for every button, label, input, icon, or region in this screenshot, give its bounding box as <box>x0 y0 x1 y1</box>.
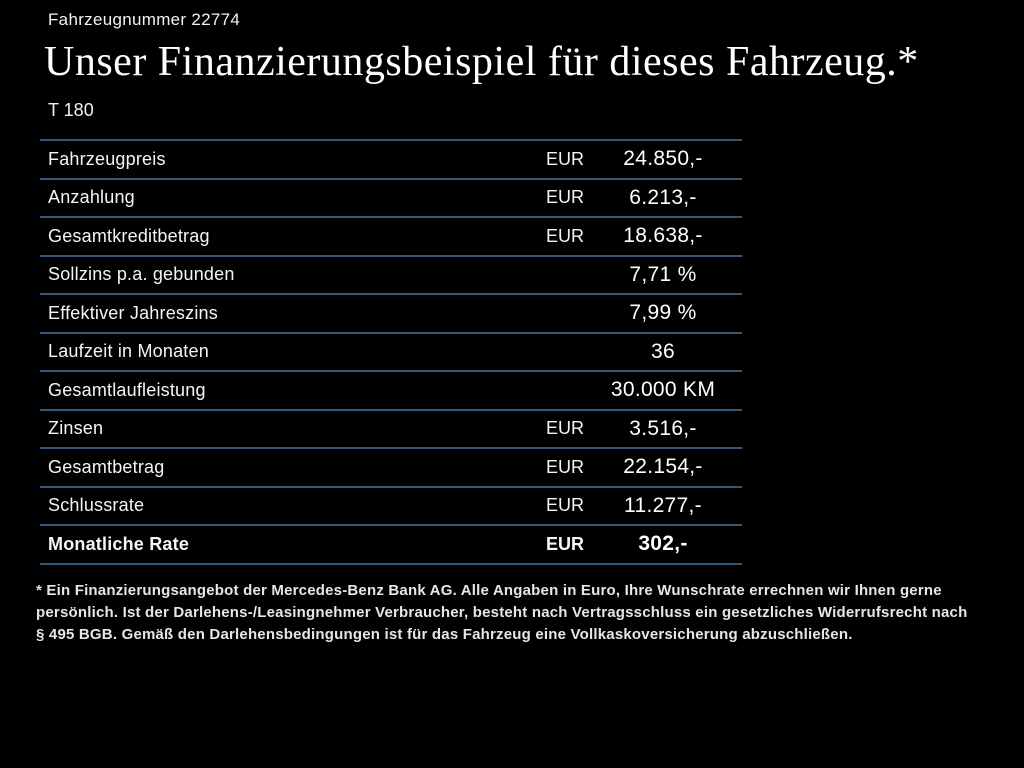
table-row: Monatliche Rate EUR 302,- <box>40 524 742 563</box>
row-value: 6.213,- <box>629 185 697 209</box>
row-value: 30.000 KM <box>610 378 716 402</box>
row-label: Schlussrate <box>48 495 145 516</box>
table-row: Schlussrate EUR 11.277,- <box>40 485 742 525</box>
footnote-line: persönlich. Ist der Darlehens-/Leasingne… <box>36 604 968 621</box>
row-label: Gesamtlaufleistung <box>48 379 206 400</box>
row-currency: EUR <box>545 495 584 516</box>
table-row: Gesamtlaufleistung 30.000 KM <box>40 370 742 409</box>
model-name: T 180 <box>48 100 94 120</box>
row-value: 7,71 % <box>629 262 697 286</box>
vehicle-number: Fahrzeugnummer 22774 <box>48 10 241 29</box>
table-row: Effektiver Jahreszins 7,99 % <box>40 293 742 332</box>
row-currency: EUR <box>545 456 584 477</box>
page-title: Unser Finanzierungsbeispiel für dieses F… <box>44 39 919 85</box>
row-label: Zinsen <box>48 418 104 439</box>
table-row: Fahrzeugpreis EUR 24.850,- <box>40 139 742 178</box>
row-value: 3.516,- <box>629 416 697 440</box>
row-label: Gesamtbetrag <box>48 456 165 477</box>
row-label: Monatliche Rate <box>48 533 190 554</box>
table-row: Sollzins p.a. gebunden 7,71 % <box>40 254 742 294</box>
row-currency: EUR <box>545 418 584 439</box>
row-currency: EUR <box>545 225 584 246</box>
row-currency: EUR <box>545 533 584 554</box>
row-label: Gesamtkreditbetrag <box>48 225 210 246</box>
table-row: Laufzeit in Monaten 36 <box>40 331 742 371</box>
table-row: Gesamtkreditbetrag EUR 18.638,- <box>40 216 742 255</box>
row-label: Fahrzeugpreis <box>48 148 166 169</box>
row-label: Effektiver Jahreszins <box>48 302 218 323</box>
row-label: Anzahlung <box>48 187 135 208</box>
row-value: 11.277,- <box>624 493 702 517</box>
row-value: 24.850,- <box>623 147 703 171</box>
row-value: 22.154,- <box>623 455 703 479</box>
footnote-line: * Ein Finanzierungsangebot der Mercedes-… <box>36 582 942 599</box>
footnote-line: § 495 BGB. Gemäß den Darlehensbedingunge… <box>36 626 853 643</box>
footnote: * Ein Finanzierungsangebot der Mercedes-… <box>36 580 996 646</box>
finance-table: Fahrzeugpreis EUR 24.850,- Anzahlung EUR 6.21… <box>40 139 742 565</box>
row-value: 18.638,- <box>623 224 703 248</box>
row-value: 36 <box>651 339 675 363</box>
row-label: Laufzeit in Monaten <box>48 341 209 362</box>
footer: MedeleSchäfer Menschen bewegen. Autohaus… <box>0 678 1024 768</box>
table-row: Zinsen EUR 3.516,- <box>40 408 742 448</box>
row-label: Sollzins p.a. gebunden <box>48 264 235 285</box>
row-value: 302,- <box>638 532 688 556</box>
table-row: Gesamtbetrag EUR 22.154,- <box>40 447 742 486</box>
row-value: 7,99 % <box>629 301 697 325</box>
row-currency: EUR <box>545 187 584 208</box>
table-row: Anzahlung EUR 6.213,- <box>40 177 742 217</box>
row-currency: EUR <box>545 148 584 169</box>
